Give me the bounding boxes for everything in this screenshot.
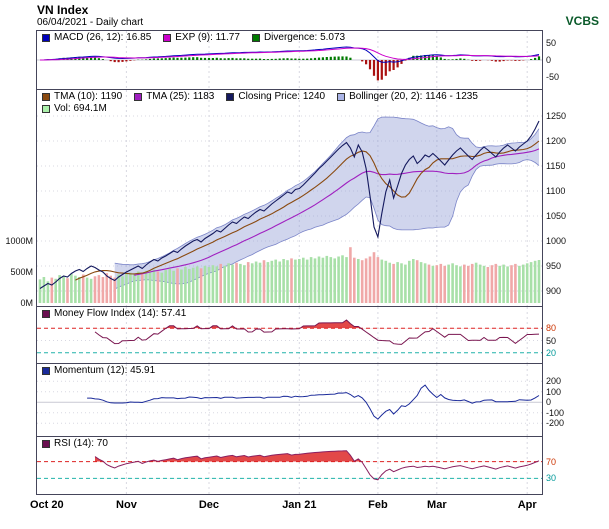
y-tick-label: -50 [546,72,560,82]
momentum-legend-item: Momentum (12): 45.91 [42,365,155,376]
exp-legend-item: EXP (9): 11.77 [163,32,240,43]
closing-price-legend-item: Closing Price: 1240 [226,91,325,102]
closing-price-swatch-icon [226,92,235,101]
tma25-swatch-icon [134,92,143,101]
y-tick-label: 0 [546,55,552,65]
divergence-label: Divergence: 5.073 [263,32,346,43]
y-tick-label: 50 [546,335,557,346]
mfi-legend: Money Flow Index (14): 57.41 [42,308,186,319]
tma10-swatch-icon [42,92,50,101]
y-tick-label: 500M [10,267,33,277]
mfi-panel: Money Flow Index (14): 57.41 [36,306,543,364]
y-tick-label: 100 [546,386,562,397]
tma25-legend-item: TMA (25): 1183 [134,91,214,102]
x-axis-label: Jan 21 [282,499,317,511]
macd-label: MACD (26, 12): 16.85 [54,32,152,43]
x-axis-label: Apr [517,499,537,511]
x-axis-label: Nov [116,499,137,511]
price-legend-row1: TMA (10): 1190 TMA (25): 1183 Closing Pr… [42,91,478,102]
y-tick-label: 950 [546,261,562,271]
mfi-label: Money Flow Index (14): 57.41 [54,308,187,319]
momentum-label: Momentum (12): 45.91 [54,365,156,376]
y-tick-label: 900 [546,286,562,296]
macd-swatch-icon [42,33,50,42]
bollinger-label: Bollinger (20, 2): 1146 - 1235 [349,91,478,102]
momentum-legend: Momentum (12): 45.91 [42,365,155,376]
x-axis-label: Mar [427,499,447,511]
y-tick-label: -200 [546,418,565,429]
exp-label: EXP (9): 11.77 [175,32,240,43]
y-tick-label: 1200 [546,136,567,146]
macd-plot [37,31,542,89]
y-tick-label: 0M [20,298,33,308]
rsi-label: RSI (14): 70 [54,438,108,449]
closing-price-label: Closing Price: 1240 [238,91,326,102]
x-axis-label: Dec [198,499,220,511]
y-tick-label: 50 [546,38,557,48]
y-tick-label: 1000 [546,236,567,246]
macd-legend-item: MACD (26, 12): 16.85 [42,32,151,43]
bollinger-swatch-icon [337,92,346,101]
divergence-swatch-icon [251,33,260,42]
y-tick-label: 20 [546,347,557,358]
page-title: VN Index [37,3,89,17]
y-tick-label: 1250 [546,111,567,121]
rsi-legend-item: RSI (14): 70 [42,438,108,449]
volume-swatch-icon [42,104,50,113]
rsi-plot [37,437,542,494]
y-tick-label: 1050 [546,211,567,221]
momentum-swatch-icon [42,366,50,375]
x-axis-label: Feb [368,499,388,511]
y-tick-label: 30 [546,473,557,484]
mfi-legend-item: Money Flow Index (14): 57.41 [42,308,186,319]
y-tick-label: 70 [546,456,557,467]
rsi-panel: RSI (14): 70 [36,436,543,495]
chart-subtitle: 06/04/2021 - Daily chart [37,17,144,28]
macd-legend: MACD (26, 12): 16.85 EXP (9): 11.77 Dive… [42,32,345,43]
brand-vcbs: VCBS [565,14,599,28]
volume-label: Vol: 694.1M [54,103,107,114]
exp-swatch-icon [163,33,172,42]
y-tick-label: 1100 [546,186,566,196]
tma25-label: TMA (25): 1183 [146,91,215,102]
tma10-legend-item: TMA (10): 1190 [42,91,122,102]
rsi-legend: RSI (14): 70 [42,438,108,449]
price-legend-row2: Vol: 694.1M [42,103,107,114]
x-axis-label: Oct 20 [30,499,64,511]
mfi-plot [37,307,542,363]
price-plot [37,90,542,306]
bollinger-legend-item: Bollinger (20, 2): 1146 - 1235 [337,91,478,102]
rsi-swatch-icon [42,439,50,448]
y-tick-label: -100 [546,407,565,418]
momentum-panel: Momentum (12): 45.91 [36,363,543,437]
price-panel: TMA (10): 1190 TMA (25): 1183 Closing Pr… [36,89,543,307]
y-tick-label: 1000M [5,236,33,246]
y-tick-label: 200 [546,376,562,387]
divergence-legend-item: Divergence: 5.073 [251,32,346,43]
y-tick-label: 1150 [546,161,566,171]
macd-panel: MACD (26, 12): 16.85 EXP (9): 11.77 Dive… [36,30,543,90]
tma10-label: TMA (10): 1190 [54,91,123,102]
y-tick-label: 80 [546,323,557,334]
momentum-plot [37,364,542,436]
mfi-swatch-icon [42,309,50,318]
y-tick-label: 0 [546,397,552,408]
volume-legend-item: Vol: 694.1M [42,103,107,114]
